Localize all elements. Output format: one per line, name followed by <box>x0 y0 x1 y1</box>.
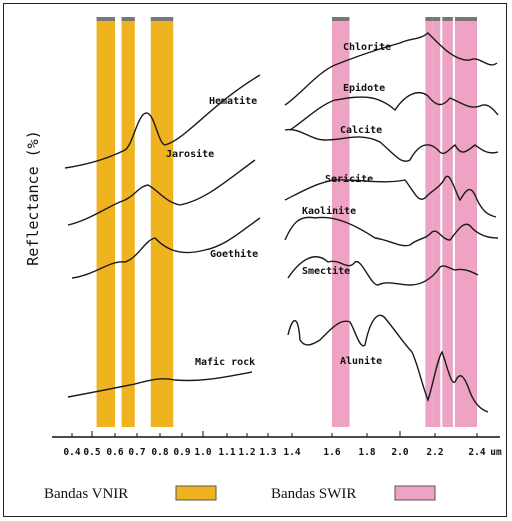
legend-vnir-swatch <box>175 485 217 501</box>
band-swir-9 <box>468 17 477 427</box>
x-tick-label: 1.4 <box>283 447 300 458</box>
legend-swir-swatch <box>394 485 436 501</box>
x-tick-label: 0.5 <box>83 447 100 458</box>
curve-chlorite <box>284 32 498 106</box>
band-cap-9 <box>468 17 477 21</box>
curve-sericite <box>284 175 497 218</box>
legend-vnir-label: Bandas VNIR <box>44 486 128 502</box>
legend: Bandas VNIR Bandas SWIR <box>44 485 436 502</box>
curve-label-sericite: Sericite <box>325 173 373 185</box>
curve-label-epidote: Epidote <box>343 82 385 94</box>
figure-frame <box>3 3 507 517</box>
x-tick-label: 2.0 <box>391 447 408 458</box>
curve-alunite-a <box>287 314 413 353</box>
curve-jarosite <box>67 159 256 226</box>
x-axis: 0.4 0.5 0.6 0.7 0.8 0.9 1.0 1.1 1.2 1.3 1.4 1.6 1.8 2… <box>52 431 502 458</box>
x-tick-label: 2.4 <box>468 447 485 458</box>
x-tick-label: 0.9 <box>173 447 190 458</box>
band-vnir-3 <box>150 17 174 427</box>
curve-epidote <box>289 92 499 131</box>
legend-swir-label: Bandas SWIR <box>271 486 356 502</box>
curve-labels: Hematite Jarosite Goethite Mafic rock Chlori… <box>166 41 391 368</box>
curve-label-jarosite: Jarosite <box>166 148 214 160</box>
band-cap-1 <box>96 17 115 21</box>
x-tick-label: 1.1 <box>218 447 235 458</box>
x-tick-label: 1.6 <box>323 447 340 458</box>
band-cap-3 <box>150 17 174 21</box>
x-tick-label: 0.4 <box>63 447 80 458</box>
bands-layer <box>96 17 477 427</box>
band-vnir-2 <box>121 17 135 427</box>
x-tick-label: 1.8 <box>358 447 375 458</box>
curve-label-smectite: Smectite <box>302 265 350 277</box>
band-cap-7 <box>442 17 453 21</box>
curve-label-mafic-rock: Mafic rock <box>195 356 255 368</box>
curve-hematite <box>64 74 261 169</box>
x-tick-label: 2.2 <box>426 447 443 458</box>
x-tick-label: 0.8 <box>151 447 168 458</box>
curve-label-alunite: Alunite <box>340 355 382 367</box>
band-cap-5 <box>425 17 433 21</box>
band-cap-4 <box>332 17 350 21</box>
curves-layer <box>64 32 499 413</box>
x-tick-label: 0.6 <box>106 447 123 458</box>
curve-alunite-b <box>411 350 489 413</box>
band-vnir-1 <box>96 17 115 427</box>
x-tick-label: 1.2 <box>238 447 255 458</box>
band-swir-8 <box>454 17 470 427</box>
curve-label-kaolinite: Kaolinite <box>302 205 356 217</box>
curve-smectite <box>287 256 479 286</box>
curve-label-goethite: Goethite <box>210 248 258 260</box>
x-tick-label: 1.0 <box>194 447 211 458</box>
curve-label-calcite: Calcite <box>340 124 382 136</box>
curve-mafic <box>67 371 253 398</box>
x-unit-label: um <box>490 447 502 458</box>
band-swir-7 <box>442 17 453 427</box>
curve-label-chlorite: Chlorite <box>343 41 391 53</box>
x-tick-label: 1.3 <box>259 447 276 458</box>
band-cap-8 <box>454 17 470 21</box>
band-swir-5 <box>425 17 433 427</box>
curve-label-hematite: Hematite <box>209 95 257 107</box>
band-swir-6 <box>432 17 441 427</box>
curve-goethite <box>71 217 261 279</box>
band-cap-6 <box>432 17 441 21</box>
band-cap-2 <box>121 17 135 21</box>
y-axis-label: Reflectance (%) <box>24 130 42 265</box>
x-tick-label: 0.7 <box>128 447 145 458</box>
curve-calcite <box>284 128 499 162</box>
curve-kaolinite <box>284 216 499 247</box>
